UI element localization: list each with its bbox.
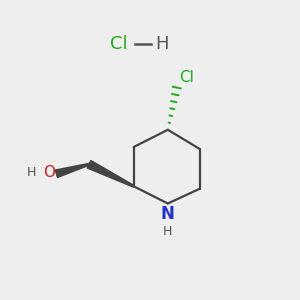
Polygon shape xyxy=(55,164,89,178)
Text: Cl: Cl xyxy=(179,70,194,85)
Polygon shape xyxy=(87,160,134,187)
Text: Cl: Cl xyxy=(110,35,128,53)
Text: O: O xyxy=(43,165,55,180)
Text: H: H xyxy=(155,35,169,53)
Text: H: H xyxy=(163,225,172,238)
Text: H: H xyxy=(27,166,36,179)
Text: N: N xyxy=(161,205,175,223)
